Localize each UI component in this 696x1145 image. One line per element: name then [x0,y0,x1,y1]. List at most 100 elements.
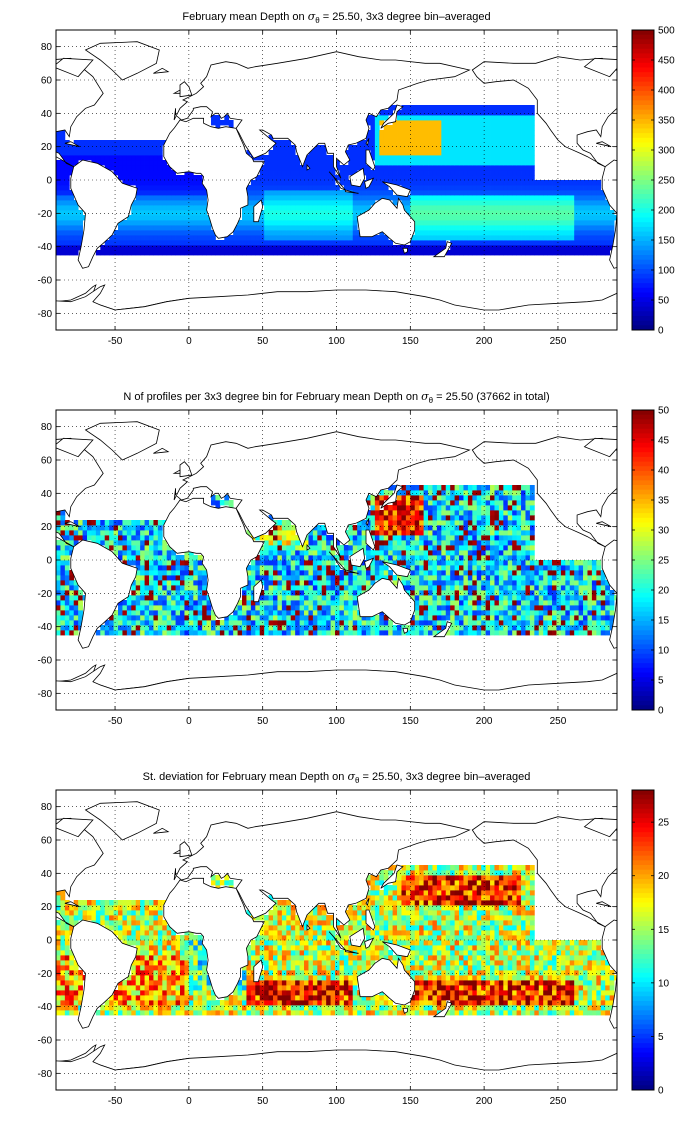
heatmap-cell [605,585,610,590]
heatmap-cell [419,535,424,540]
colorbar-segment [632,236,654,241]
heatmap-cell [512,195,517,200]
heatmap-cell [419,595,424,600]
heatmap-cell [344,225,349,230]
heatmap-cell [579,250,584,255]
heatmap-cell [583,240,588,245]
heatmap-cell [335,610,340,615]
heatmap-cell [512,125,517,130]
heatmap-cell [410,110,415,115]
heatmap-cell [198,565,203,570]
heatmap-cell [286,605,291,610]
heatmap-cell [122,230,127,235]
heatmap-cell [459,185,464,190]
heatmap-cell [508,230,513,235]
heatmap-cell [419,530,424,535]
heatmap-cell [109,165,114,170]
heatmap-cell [610,605,615,610]
heatmap-cell [295,560,300,565]
heatmap-cell [521,585,526,590]
heatmap-cell [118,160,123,165]
heatmap-cell [176,595,181,600]
heatmap-cell [87,525,92,530]
heatmap-cell [490,610,495,615]
heatmap-cell [362,195,367,200]
heatmap-cell [220,240,225,245]
heatmap-cell [512,130,517,135]
heatmap-cell [87,520,92,525]
heatmap-cell [587,180,592,185]
heatmap-cell [145,170,150,175]
heatmap-cell [184,590,189,595]
heatmap-cell [446,535,451,540]
heatmap-cell [508,585,513,590]
heatmap-cell [481,155,486,160]
heatmap-cell [384,150,389,155]
heatmap-cell [180,175,185,180]
heatmap-cell [140,535,145,540]
heatmap-cell [521,220,526,225]
heatmap-cell [286,240,291,245]
heatmap-cell [530,120,535,125]
heatmap-cell [366,170,371,175]
heatmap-cell [211,500,216,505]
heatmap-cell [269,215,274,220]
heatmap-cell [468,615,473,620]
heatmap-cell [499,555,504,560]
heatmap-cell [437,545,442,550]
heatmap-cell [140,140,145,145]
heatmap-cell [149,180,154,185]
heatmap-cell [158,205,163,210]
heatmap-cell [145,520,150,525]
heatmap-cell [512,200,517,205]
heatmap-cell [424,225,429,230]
heatmap-cell [180,225,185,230]
heatmap-cell [486,585,491,590]
heatmap-cell [60,215,65,220]
heatmap-cell [486,120,491,125]
heatmap-cell [362,525,367,530]
heatmap-cell [56,200,61,205]
heatmap-cell [122,605,127,610]
heatmap-cell [468,160,473,165]
heatmap-cell [264,235,269,240]
heatmap-cell [450,110,455,115]
heatmap-cell [587,585,592,590]
heatmap-cell [207,625,212,630]
heatmap-cell [419,625,424,630]
heatmap-cell [592,585,597,590]
heatmap-cell [295,550,300,555]
heatmap-cell [198,555,203,560]
heatmap-cell [428,115,433,120]
heatmap-cell [446,555,451,560]
heatmap-cell [561,200,566,205]
heatmap-cell [490,550,495,555]
heatmap-cell [450,615,455,620]
heatmap-cell [556,180,561,185]
heatmap-cell [300,225,305,230]
heatmap-cell [145,165,150,170]
heatmap-cell [463,115,468,120]
heatmap-cell [308,565,313,570]
heatmap-cell [149,140,154,145]
heatmap-cell [140,610,145,615]
heatmap-cell [176,185,181,190]
heatmap-cell [455,520,460,525]
heatmap-cell [74,535,79,540]
heatmap-cell [131,235,136,240]
heatmap-cell [428,595,433,600]
heatmap-cell [193,555,198,560]
heatmap-cell [149,175,154,180]
heatmap-cell [60,585,65,590]
heatmap-cell [145,550,150,555]
y-tick-label: 40 [41,109,53,120]
heatmap-cell [286,235,291,240]
heatmap-cell [561,195,566,200]
heatmap-cell [176,560,181,565]
heatmap-cell [370,150,375,155]
heatmap-cell [331,615,336,620]
heatmap-cell [127,150,132,155]
heatmap-cell [313,540,318,545]
heatmap-cell [145,620,150,625]
heatmap-cell [477,245,482,250]
